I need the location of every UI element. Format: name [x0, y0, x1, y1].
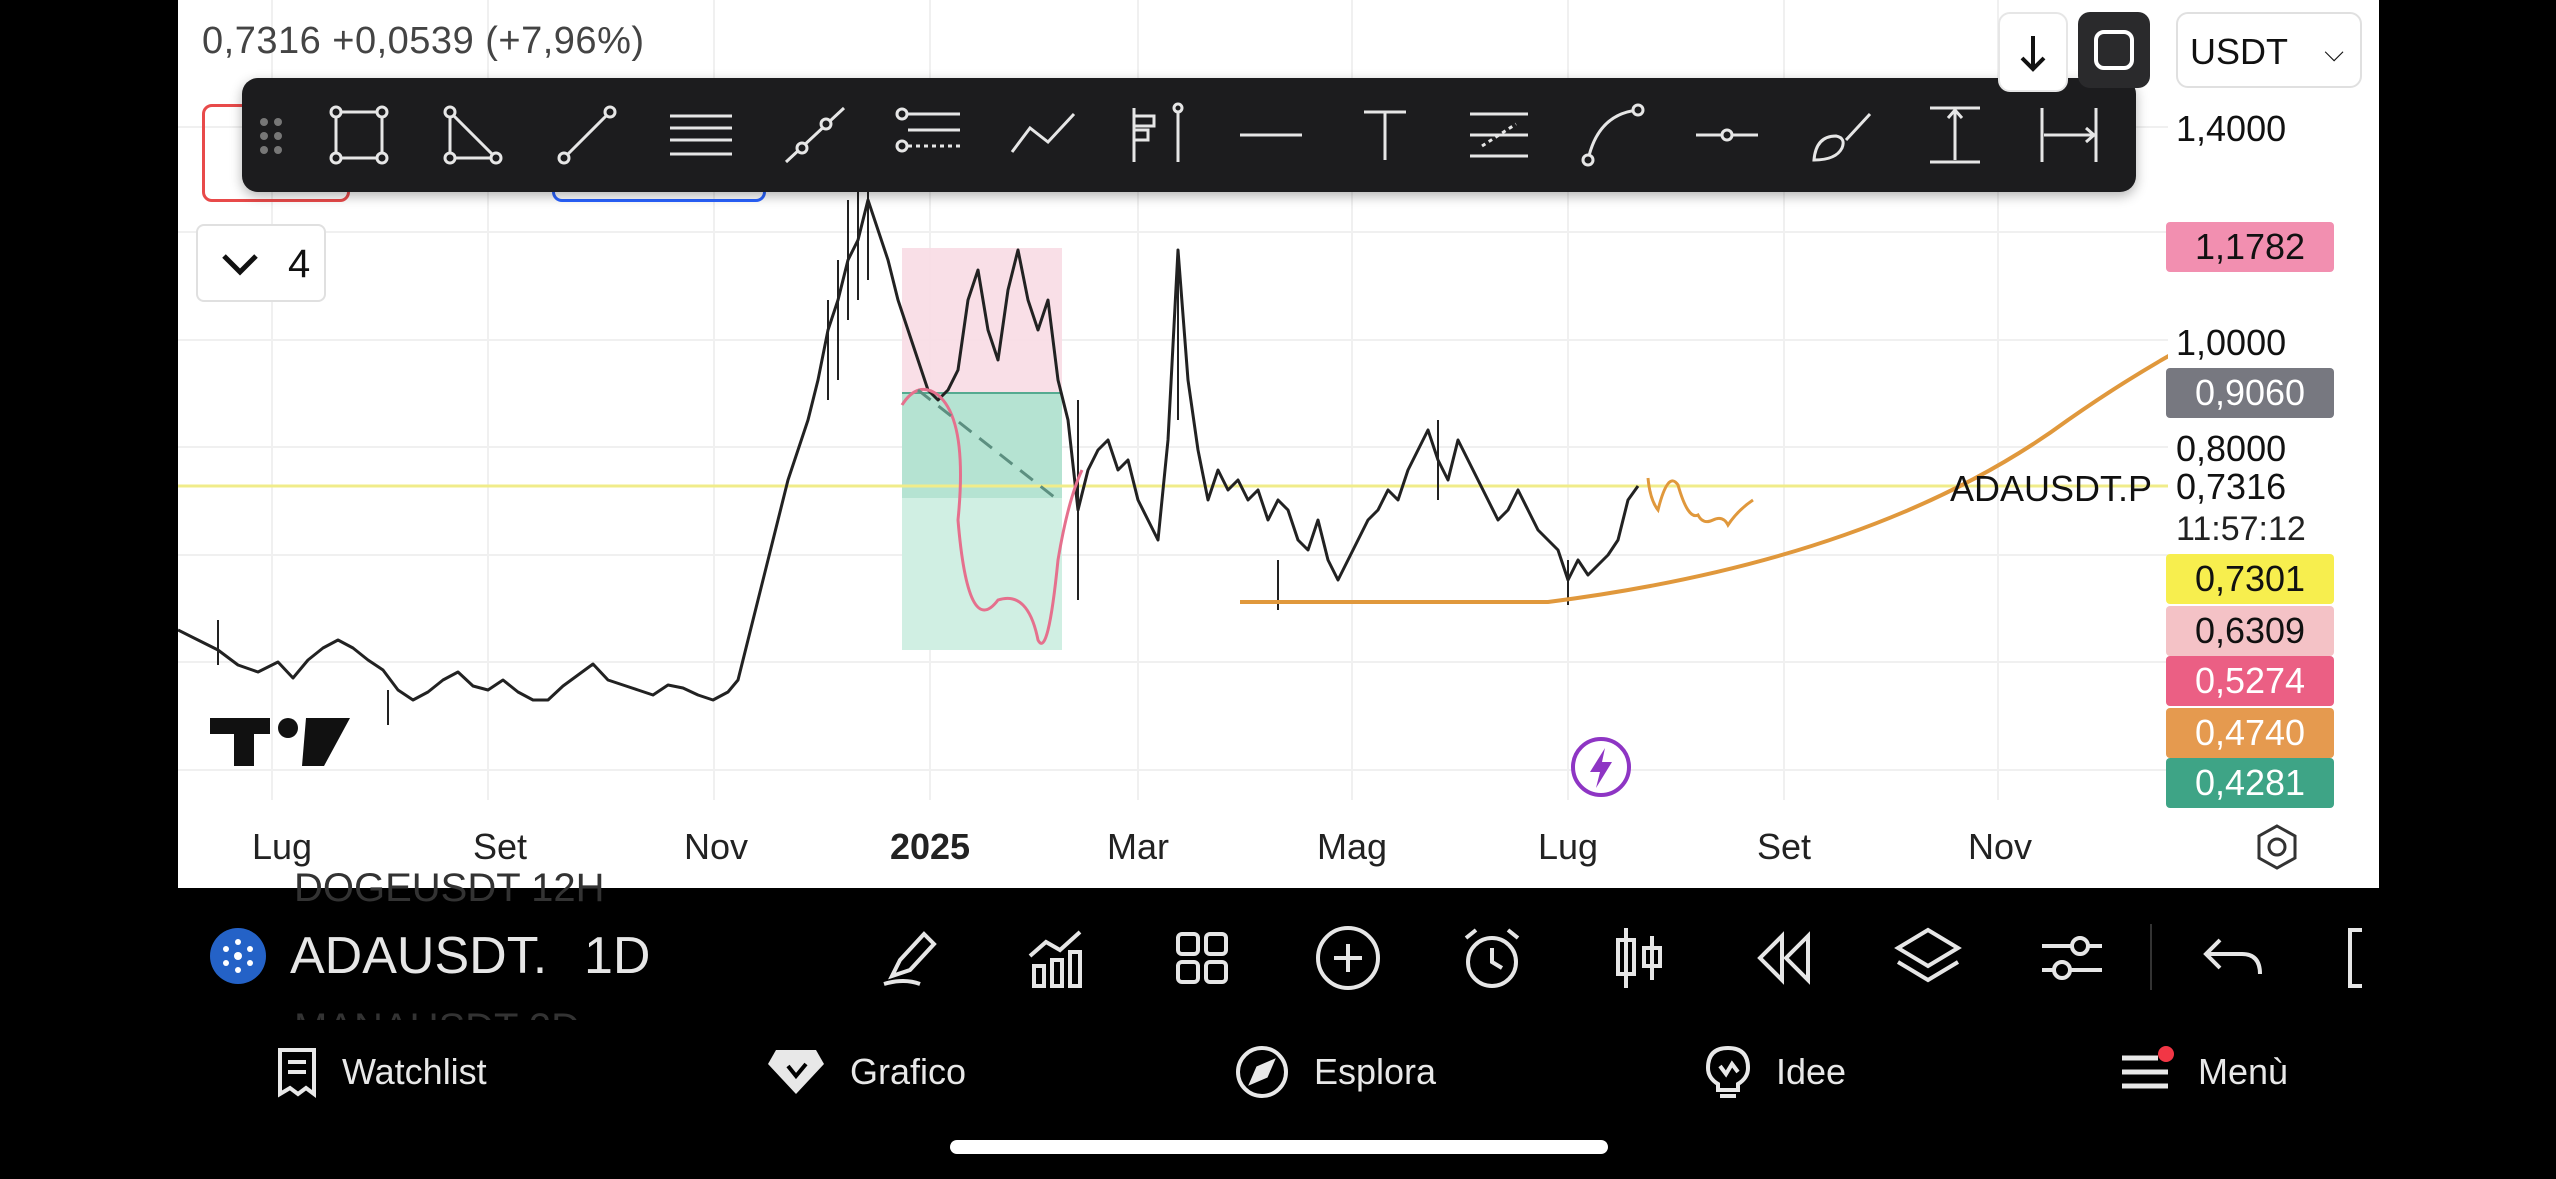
- time-axis-label: Nov: [1967, 826, 2033, 867]
- chart-panel[interactable]: 0,7316 +0,0539 (+7,96%) USDT ⌵ 4: [178, 0, 2379, 888]
- alarm-icon[interactable]: [1456, 922, 1528, 994]
- arrow-down-icon: [2020, 36, 2046, 72]
- nav-esplora-label: Esplora: [1314, 1051, 1437, 1092]
- time-axis-label: 2025: [889, 826, 971, 867]
- brush-tool-icon[interactable]: [1806, 100, 1876, 170]
- indicators-icon[interactable]: [1020, 922, 1092, 994]
- time-axis-label: Nov: [683, 826, 749, 867]
- nav-menu[interactable]: Menù: [2118, 1042, 2288, 1102]
- price-tag: 0,9060: [2166, 368, 2334, 418]
- nav-menu-label: Menù: [2198, 1051, 2289, 1092]
- curve-tool-icon[interactable]: [1578, 100, 1648, 170]
- chart-settings-icon[interactable]: [2250, 820, 2304, 874]
- fib-retracement-tool-icon[interactable]: [894, 100, 964, 170]
- fullscreen-button[interactable]: [2078, 12, 2150, 88]
- horizontal-ray-tool-icon[interactable]: [1692, 100, 1762, 170]
- parallel-lines-tool-icon[interactable]: [666, 100, 736, 170]
- time-axis-label: Mag: [1316, 826, 1388, 867]
- long-position-tool-icon[interactable]: [1122, 100, 1192, 170]
- chart-gem-icon: [768, 1050, 824, 1094]
- price-tag: 0,5274: [2166, 656, 2334, 706]
- list-icon: [278, 1048, 316, 1098]
- time-axis-label: Mar: [1107, 826, 1169, 867]
- cardano-icon: [210, 928, 266, 984]
- nav-watchlist[interactable]: Watchlist: [276, 1042, 487, 1102]
- time-axis-label: Set: [472, 826, 528, 867]
- rectangle-tool-icon[interactable]: [324, 100, 394, 170]
- tradingview-logo-icon: [210, 718, 350, 766]
- lightbulb-icon: [1705, 1045, 1751, 1098]
- horizontal-line-tool-icon[interactable]: [1236, 100, 1306, 170]
- layouts-icon[interactable]: [1166, 922, 1238, 994]
- path-tool-icon[interactable]: [1008, 100, 1078, 170]
- currency-value: USDT: [2190, 31, 2288, 72]
- chevron-down-icon: ⌵: [2324, 37, 2344, 67]
- triangle-tool-icon[interactable]: [438, 100, 508, 170]
- pink-drawing: [900, 387, 1084, 645]
- interval-selector[interactable]: 1D: [584, 927, 651, 985]
- price-tag: 1,1782: [2166, 222, 2334, 272]
- currency-select[interactable]: USDT ⌵: [2176, 12, 2362, 88]
- ghost-symbol-above: DOGEUSDT 12H: [294, 866, 605, 910]
- flash-icon[interactable]: [1568, 734, 1634, 800]
- price-axis-label: 1,4000: [2176, 108, 2287, 149]
- add-icon[interactable]: [1312, 922, 1384, 994]
- replay-icon[interactable]: [1746, 922, 1818, 994]
- grip-icon[interactable]: [256, 114, 286, 158]
- date-range-tool-icon[interactable]: [2034, 100, 2104, 170]
- indicator-count: 4: [288, 242, 311, 286]
- price-header: 0,7316 +0,0539 (+7,96%): [202, 20, 645, 62]
- support-curve: [1240, 303, 2269, 604]
- trend-line-tool-icon[interactable]: [552, 100, 622, 170]
- price-axis-label: 1,0000: [2176, 322, 2287, 363]
- price-range-tool-icon[interactable]: [1920, 100, 1990, 170]
- bottom-navigation: Watchlist Grafico Esplora Idee Menù: [0, 1020, 2556, 1179]
- settings-sliders-icon[interactable]: [2036, 922, 2108, 994]
- nav-grafico[interactable]: Grafico: [766, 1042, 966, 1102]
- drawing-toolbar: [242, 78, 2136, 192]
- indicator-toggle[interactable]: 4: [196, 224, 326, 302]
- fullscreen-icon[interactable]: [2338, 922, 2378, 994]
- nav-grafico-label: Grafico: [850, 1051, 967, 1092]
- price-tag: 0,7301: [2166, 554, 2334, 604]
- nav-idee[interactable]: Idee: [1704, 1042, 1846, 1102]
- time-axis-label: Lug: [1537, 826, 1599, 867]
- compass-icon: [1236, 1046, 1288, 1098]
- price-axis-label: 0,8000: [2176, 428, 2287, 469]
- nav-watchlist-label: Watchlist: [342, 1051, 487, 1092]
- candle-style-icon[interactable]: [1602, 922, 1674, 994]
- nav-esplora[interactable]: Esplora: [1234, 1042, 1436, 1102]
- layers-icon[interactable]: [1892, 922, 1964, 994]
- symbol-line-label: ADAUSDT.P: [1950, 468, 2153, 509]
- undo-icon[interactable]: [2198, 922, 2270, 994]
- price-series: [178, 198, 1640, 702]
- text-tool-icon[interactable]: [1350, 100, 1420, 170]
- nav-idee-label: Idee: [1776, 1051, 1847, 1092]
- chevron-down-icon: [222, 254, 258, 276]
- scroll-down-button[interactable]: [1998, 12, 2068, 92]
- bar-countdown: 11:57:12: [2176, 510, 2306, 548]
- divider: [2150, 924, 2152, 990]
- home-indicator[interactable]: [950, 1140, 1608, 1154]
- orange-scribble: [1646, 477, 1754, 528]
- menu-icon: [2122, 1046, 2174, 1089]
- time-axis-label: Lug: [251, 826, 313, 867]
- target-zone: [902, 248, 1062, 393]
- projection-line: [917, 388, 1059, 502]
- time-axis-label: Set: [1756, 826, 1812, 867]
- symbol-selector[interactable]: ADAUSDT.: [290, 927, 548, 985]
- ray-tool-icon[interactable]: [780, 100, 850, 170]
- price-tag: 0,4740: [2166, 708, 2334, 758]
- price-tag: 0,4281: [2166, 758, 2334, 808]
- fib-channel-tool-icon[interactable]: [1464, 100, 1534, 170]
- drawing-tools-icon[interactable]: [874, 922, 946, 994]
- price-tag: 0,6309: [2166, 606, 2334, 656]
- chart-bottom-bar: DOGEUSDT 12H MANAUSDT 2D ADAUSDT. 1D: [178, 866, 2379, 1050]
- fullscreen-icon: [2094, 30, 2134, 70]
- last-price: 0,7316: [2176, 466, 2287, 507]
